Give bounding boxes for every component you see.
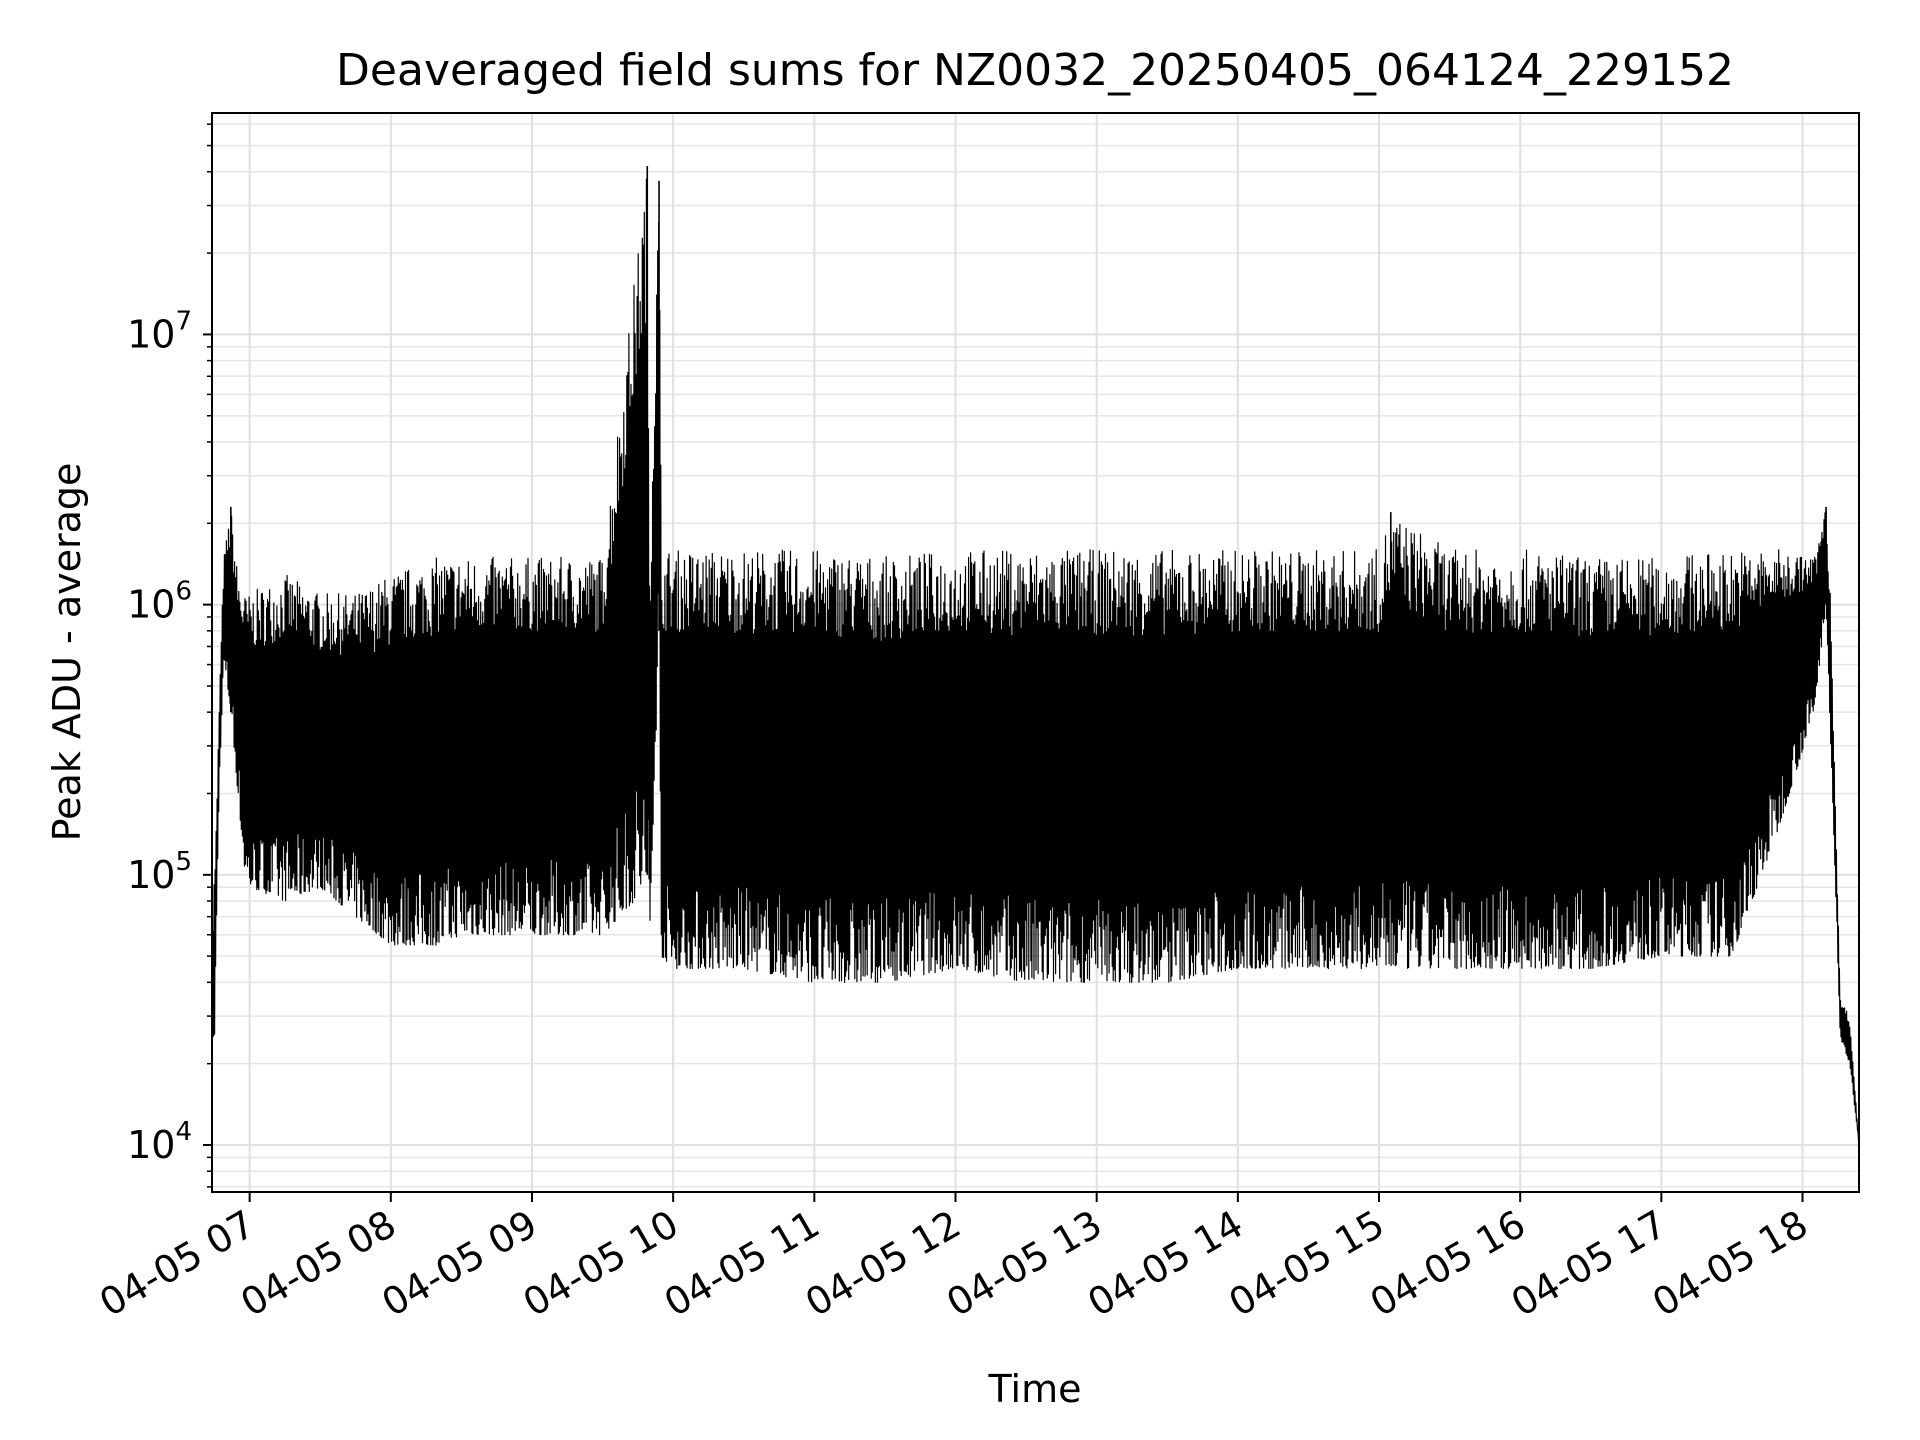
x-tick-label: 04-05 18 xyxy=(1645,1202,1815,1326)
series-line xyxy=(211,178,1860,1146)
y-tick-label: 104 xyxy=(127,1117,192,1167)
y-axis-label: Peak ADU - average xyxy=(45,463,89,842)
x-tick-label: 04-05 11 xyxy=(657,1202,827,1326)
x-tick-label: 04-05 10 xyxy=(516,1202,686,1326)
x-tick-label: 04-05 15 xyxy=(1222,1202,1392,1326)
x-tick-label: 04-05 17 xyxy=(1504,1202,1674,1326)
y-tick-label: 106 xyxy=(127,577,192,627)
x-tick-label: 04-05 09 xyxy=(375,1202,545,1326)
x-axis-label: Time xyxy=(988,1367,1082,1411)
plot-frame xyxy=(211,112,1860,1193)
chart-title: Deaveraged field sums for NZ0032_2025040… xyxy=(336,45,1734,96)
x-tick-label: 04-05 08 xyxy=(233,1202,403,1326)
x-tick-label: 04-05 07 xyxy=(92,1202,262,1326)
y-tick-base: 10 xyxy=(127,853,175,897)
y-tick-exponent: 4 xyxy=(175,1117,192,1147)
y-tick-label: 105 xyxy=(127,847,192,897)
x-tick-label: 04-05 16 xyxy=(1363,1202,1533,1326)
y-tick-base: 10 xyxy=(127,312,175,356)
x-tick-label: 04-05 13 xyxy=(939,1202,1109,1326)
y-tick-base: 10 xyxy=(127,583,175,627)
y-tick-exponent: 7 xyxy=(175,306,192,336)
y-tick-label: 107 xyxy=(127,306,192,356)
y-tick-exponent: 6 xyxy=(175,577,192,607)
x-tick-label: 04-05 14 xyxy=(1080,1202,1250,1326)
x-tick-label: 04-05 12 xyxy=(798,1202,968,1326)
y-tick-base: 10 xyxy=(127,1123,175,1167)
data-series xyxy=(211,166,1860,1146)
y-tick-exponent: 5 xyxy=(175,847,192,877)
